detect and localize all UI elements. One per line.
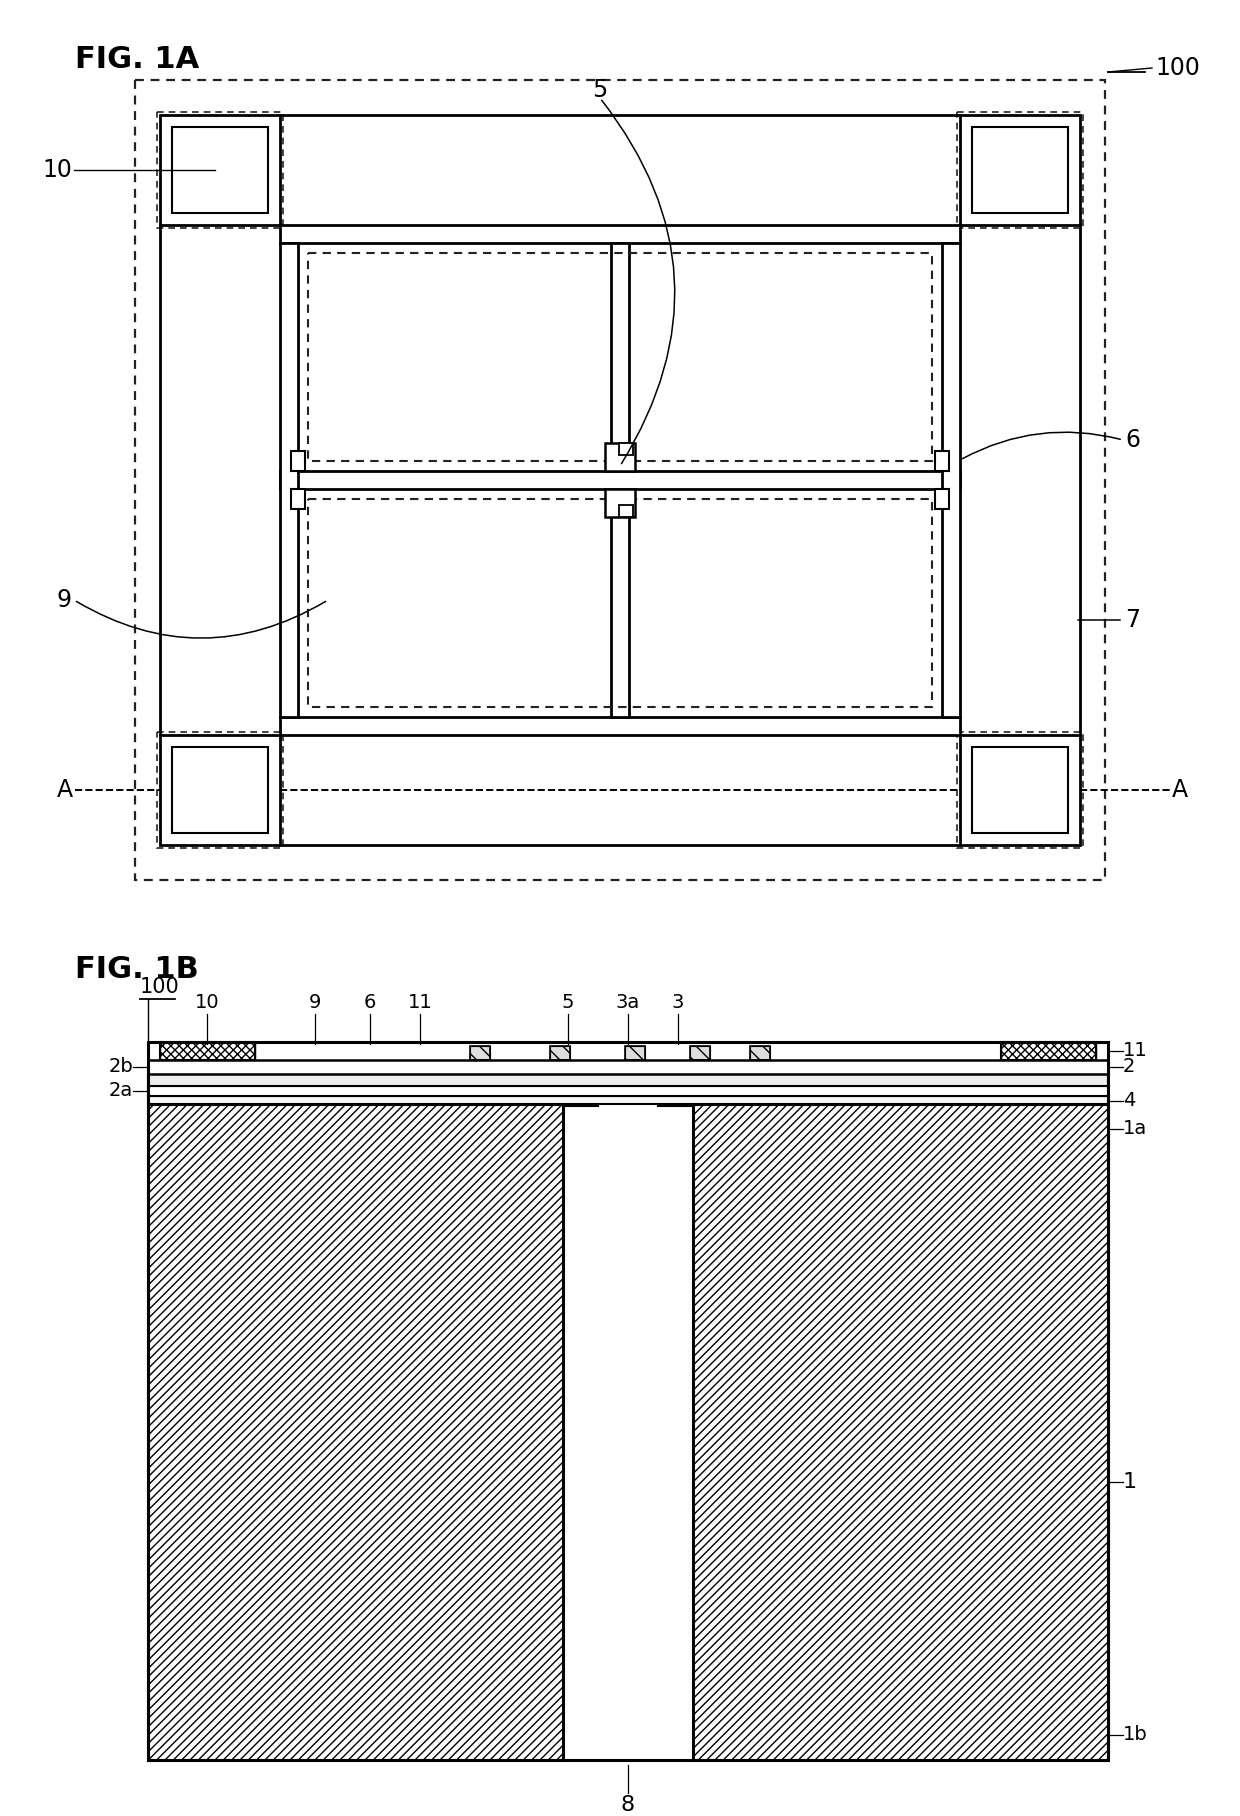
Bar (148, 1061, 1109, 1073)
Bar (605, 489, 635, 518)
Bar (957, 732, 1083, 848)
Bar (1001, 1042, 1096, 1061)
Bar (157, 113, 283, 229)
Bar (942, 243, 960, 717)
Bar (280, 470, 960, 489)
Bar (563, 1086, 598, 1104)
Bar (135, 80, 1105, 881)
Text: 8: 8 (621, 1794, 635, 1814)
Bar (148, 1097, 1109, 1104)
Bar (148, 1073, 1109, 1086)
Bar (658, 1086, 693, 1104)
Text: A: A (1172, 777, 1188, 803)
Bar (619, 505, 632, 518)
Bar (972, 127, 1068, 212)
Bar (160, 114, 280, 225)
Bar (470, 1046, 490, 1061)
Text: 5: 5 (562, 993, 574, 1012)
Bar (148, 1086, 1109, 1097)
Text: 7: 7 (1125, 608, 1140, 632)
Text: 6: 6 (1125, 429, 1140, 452)
Text: 2b: 2b (108, 1057, 133, 1077)
Bar (148, 1042, 1109, 1760)
Bar (935, 450, 949, 470)
Text: FIG. 1B: FIG. 1B (74, 955, 198, 984)
Bar (160, 1042, 255, 1061)
Bar (563, 1084, 598, 1106)
Text: 10: 10 (42, 158, 72, 182)
Bar (1001, 1042, 1096, 1061)
Bar (957, 113, 1083, 229)
Bar (625, 1046, 645, 1061)
Bar (148, 1104, 563, 1760)
Text: 10: 10 (195, 993, 219, 1012)
Bar (148, 1073, 1109, 1086)
Bar (308, 252, 932, 461)
Bar (611, 243, 629, 717)
Bar (470, 1046, 490, 1061)
Text: 3a: 3a (616, 993, 640, 1012)
Bar (625, 1046, 645, 1061)
Text: 2: 2 (1123, 1057, 1136, 1077)
Bar (693, 1104, 1109, 1760)
Bar (291, 450, 305, 470)
Bar (160, 735, 280, 844)
Text: 9: 9 (309, 993, 321, 1012)
Text: 11: 11 (1123, 1042, 1148, 1061)
Bar (308, 499, 932, 706)
Text: 3: 3 (672, 993, 684, 1012)
Bar (960, 735, 1080, 844)
Bar (280, 717, 960, 735)
Text: FIG. 1A: FIG. 1A (74, 45, 200, 74)
Text: 6: 6 (363, 993, 376, 1012)
Bar (280, 225, 960, 243)
Bar (693, 1104, 1109, 1760)
Bar (551, 1046, 570, 1061)
Bar (750, 1046, 770, 1061)
Text: 9: 9 (57, 588, 72, 612)
Text: 1b: 1b (1123, 1725, 1148, 1745)
Bar (658, 1084, 693, 1106)
Bar (935, 489, 949, 508)
Text: 11: 11 (408, 993, 433, 1012)
Text: 2a: 2a (109, 1082, 133, 1100)
Bar (619, 443, 632, 456)
Bar (689, 1046, 711, 1061)
Text: 5: 5 (593, 78, 608, 102)
Bar (172, 746, 268, 834)
Bar (148, 1104, 563, 1760)
Text: 1a: 1a (1123, 1119, 1147, 1139)
Bar (750, 1046, 770, 1061)
Bar (972, 746, 1068, 834)
Bar (551, 1046, 570, 1061)
Bar (689, 1046, 711, 1061)
Text: 4: 4 (1123, 1091, 1136, 1111)
Bar (605, 443, 635, 470)
Text: A: A (57, 777, 73, 803)
Text: 1: 1 (1123, 1473, 1137, 1493)
Bar (960, 114, 1080, 225)
Bar (280, 243, 298, 717)
Text: 100: 100 (140, 977, 180, 997)
Bar (291, 489, 305, 508)
Bar (157, 732, 283, 848)
Bar (172, 127, 268, 212)
Text: 100: 100 (1154, 56, 1200, 80)
Bar (160, 1042, 255, 1061)
